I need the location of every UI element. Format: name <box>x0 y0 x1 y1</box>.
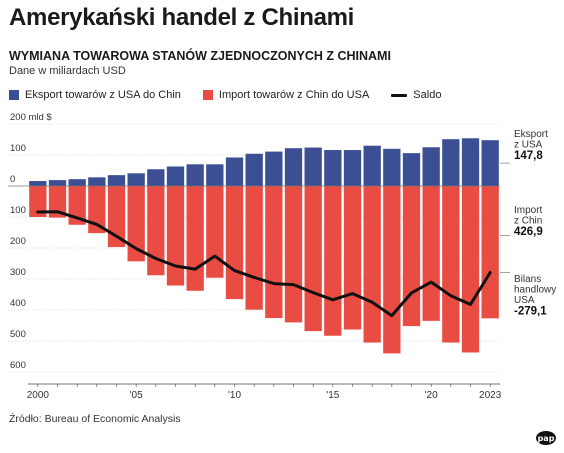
annotation-label: handlowy <box>514 285 556 296</box>
chart-title: Amerykański handel z Chinami <box>9 4 355 31</box>
export-bar <box>343 150 362 186</box>
import-bar <box>147 186 165 276</box>
export-bar <box>304 147 322 186</box>
export-bar <box>166 166 185 186</box>
legend-swatch-balance <box>391 93 408 97</box>
legend-item-balance: Saldo <box>391 89 441 101</box>
export-bar <box>245 153 263 186</box>
y-tick-label: 400 <box>10 298 26 309</box>
legend: Eksport towarów z USA do Chin Import tow… <box>9 87 463 103</box>
import-bar <box>127 186 145 262</box>
y-tick-label: 200 <box>10 236 26 247</box>
export-bar <box>265 151 283 186</box>
x-tick-label: '10 <box>228 390 241 401</box>
y-tick-label: 300 <box>10 267 26 278</box>
y-tick-label: 200 mld $ <box>10 112 52 123</box>
annotation-value: 147,8 <box>514 150 543 162</box>
import-bar <box>324 186 342 336</box>
import-bar <box>29 186 47 217</box>
import-bar <box>422 186 440 321</box>
export-bar <box>186 164 204 186</box>
legend-label-import: Import towarów z Chin do USA <box>218 89 370 101</box>
import-bar <box>186 186 204 291</box>
x-tick-label: 2023 <box>479 390 502 401</box>
export-bar <box>88 177 106 186</box>
import-bar <box>88 186 106 234</box>
export-bar <box>147 169 165 186</box>
export-bar <box>127 173 145 186</box>
import-bar <box>402 186 421 327</box>
y-tick-label: 100 <box>10 143 26 154</box>
annotation-label: Bilans <box>514 274 541 285</box>
annotation-label: USA <box>514 295 535 306</box>
import-bar <box>461 186 480 353</box>
legend-swatch-export <box>9 90 19 100</box>
import-bar <box>206 186 224 278</box>
export-bar <box>48 180 67 186</box>
annotation-value: -279,1 <box>514 306 547 318</box>
annotation-value: 426,9 <box>514 226 543 238</box>
balance-line <box>36 210 492 318</box>
export-bar <box>68 179 86 186</box>
import-bar <box>225 186 244 300</box>
export-bar <box>107 175 126 186</box>
export-bar <box>225 157 244 186</box>
x-tick-label: '05 <box>130 390 143 401</box>
y-tick-label: 0 <box>10 174 15 185</box>
import-bar <box>442 186 460 343</box>
import-bar <box>383 186 401 354</box>
y-tick-label: 600 <box>10 360 26 371</box>
x-tick-label: 2000 <box>27 390 50 401</box>
x-tick-label: '15 <box>326 390 339 401</box>
import-bar <box>265 186 283 319</box>
import-bar <box>343 186 362 330</box>
export-bar <box>383 148 401 186</box>
export-bar <box>481 140 499 186</box>
import-bar <box>304 186 322 332</box>
export-bar <box>422 147 440 186</box>
import-bar <box>284 186 303 323</box>
chart-subtitle: WYMIANA TOWAROWA STANÓW ZJEDNOCZONYCH Z … <box>9 49 391 63</box>
legend-item-export: Eksport towarów z USA do Chin <box>9 89 181 101</box>
x-tick-label: '20 <box>425 390 438 401</box>
pap-logo: pap <box>536 431 556 445</box>
import-bar <box>481 186 499 319</box>
annotation-label: z USA <box>514 140 543 151</box>
legend-label-balance: Saldo <box>413 89 442 101</box>
annotation-label: Eksport <box>514 129 548 140</box>
import-bar <box>166 186 185 286</box>
export-bar <box>29 181 47 186</box>
import-bar <box>107 186 126 248</box>
export-bar <box>442 139 460 186</box>
legend-item-import: Import towarów z Chin do USA <box>202 89 370 101</box>
y-tick-label: 100 <box>10 205 26 216</box>
export-bar <box>206 164 224 186</box>
source-note: Źródło: Bureau of Economic Analysis <box>9 413 181 425</box>
export-bar <box>284 148 303 186</box>
export-bar <box>363 145 381 186</box>
export-bar <box>461 138 480 186</box>
y-tick-label: 500 <box>10 329 26 340</box>
import-bar <box>245 186 263 310</box>
import-bar <box>48 186 67 218</box>
legend-swatch-import <box>202 90 213 100</box>
import-bar <box>363 186 381 343</box>
annotation-label: z Chin <box>514 216 542 227</box>
export-bar <box>324 150 342 186</box>
legend-label-export: Eksport towarów z USA do Chin <box>25 89 181 101</box>
annotation-label: Import <box>514 205 543 216</box>
unit-note: Dane w miliardach USD <box>9 65 126 77</box>
export-bar <box>402 153 421 186</box>
